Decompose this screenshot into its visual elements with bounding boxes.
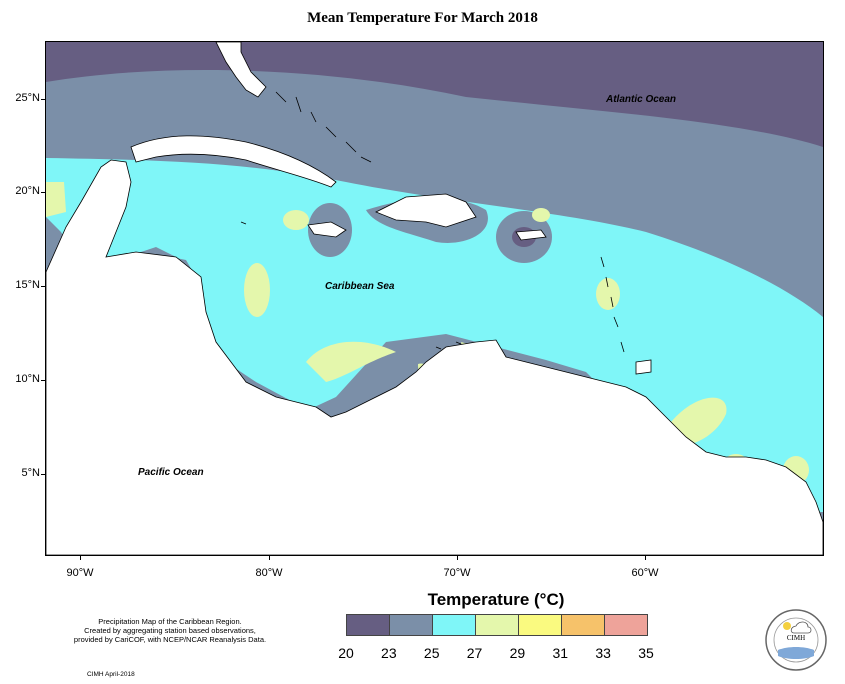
land-jamaica bbox=[307, 221, 347, 238]
legend-colorbar bbox=[346, 614, 648, 636]
cloud-icon bbox=[790, 621, 812, 634]
small-islands bbox=[240, 91, 625, 353]
map-title: Mean Temperature For March 2018 bbox=[307, 10, 538, 26]
legend-swatch bbox=[433, 615, 476, 635]
land-puerto-rico bbox=[515, 229, 547, 241]
lon-tick bbox=[269, 555, 270, 560]
lat-tick bbox=[41, 192, 45, 193]
lat-label-20: 20°N bbox=[15, 185, 40, 197]
credits-line-2: Created by aggregating station based obs… bbox=[84, 626, 256, 635]
label-pacific-ocean: Pacific Ocean bbox=[138, 467, 204, 478]
land bbox=[46, 42, 823, 555]
legend-swatch bbox=[562, 615, 605, 635]
legend-label: 25 bbox=[423, 645, 440, 661]
cimh-logo bbox=[765, 609, 827, 671]
legend-title: Temperature (°C) bbox=[427, 590, 565, 609]
lat-tick bbox=[41, 99, 45, 100]
lat-label-25: 25°N bbox=[15, 92, 40, 104]
legend-swatch bbox=[347, 615, 390, 635]
lon-tick bbox=[80, 555, 81, 560]
legend-label: 20 bbox=[338, 645, 354, 661]
lat-tick bbox=[41, 380, 45, 381]
legend-swatch bbox=[519, 615, 562, 635]
land-mainland bbox=[46, 159, 823, 555]
legend-label: 31 bbox=[552, 645, 569, 661]
legend-label: 33 bbox=[595, 645, 611, 661]
band-25-27 bbox=[46, 158, 823, 512]
lat-tick bbox=[41, 286, 45, 287]
label-atlantic-ocean: Atlantic Ocean bbox=[606, 94, 677, 105]
lon-label-60: 60°W bbox=[631, 567, 659, 579]
land-hispaniola bbox=[375, 193, 477, 228]
credits: Precipitation Map of the Caribbean Regio… bbox=[20, 617, 320, 644]
land-trinidad bbox=[635, 359, 652, 375]
land-florida bbox=[215, 42, 267, 98]
warm-yucatan-west bbox=[46, 182, 66, 217]
legend-label: 27 bbox=[466, 645, 483, 661]
lat-label-15: 15°N bbox=[15, 279, 40, 291]
warm-west-jamaica bbox=[283, 210, 309, 230]
lon-label-80: 80°W bbox=[255, 567, 283, 579]
legend-label: 35 bbox=[638, 645, 654, 661]
legend-label: 23 bbox=[381, 645, 397, 661]
lon-tick bbox=[645, 555, 646, 560]
warm-trinidad bbox=[671, 397, 727, 446]
lon-label-70: 70°W bbox=[443, 567, 471, 579]
lat-label-10: 10°N bbox=[15, 373, 40, 385]
map-area bbox=[45, 41, 824, 556]
warm-nicaragua-rise bbox=[244, 263, 270, 317]
lat-tick bbox=[41, 474, 45, 475]
warm-east-pr bbox=[532, 208, 550, 222]
logo-text: CIMH bbox=[786, 634, 806, 642]
lat-label-5: 5°N bbox=[21, 467, 40, 479]
credits-line-1: Precipitation Map of the Caribbean Regio… bbox=[98, 617, 242, 626]
legend-swatch bbox=[605, 615, 647, 635]
temperature-map bbox=[46, 42, 823, 555]
lon-tick bbox=[457, 555, 458, 560]
islands-lesser-antilles bbox=[600, 256, 625, 353]
islands-misc bbox=[240, 221, 462, 350]
warm-barbados bbox=[596, 278, 620, 310]
credits-line-3: provided by CariCOF, with NCEP/NCAR Rean… bbox=[73, 635, 267, 644]
label-caribbean-sea: Caribbean Sea bbox=[325, 281, 395, 292]
legend-label: 29 bbox=[509, 645, 526, 661]
land-cuba bbox=[130, 135, 337, 188]
water-icon bbox=[778, 647, 814, 659]
islands-bahamas bbox=[275, 91, 372, 163]
credits-date: CIMH April-2018 bbox=[87, 671, 135, 678]
warm-colombia-coast bbox=[306, 341, 396, 382]
sun-icon bbox=[783, 622, 791, 630]
legend-swatch bbox=[476, 615, 519, 635]
legend-swatch bbox=[390, 615, 433, 635]
lon-label-90: 90°W bbox=[66, 567, 94, 579]
